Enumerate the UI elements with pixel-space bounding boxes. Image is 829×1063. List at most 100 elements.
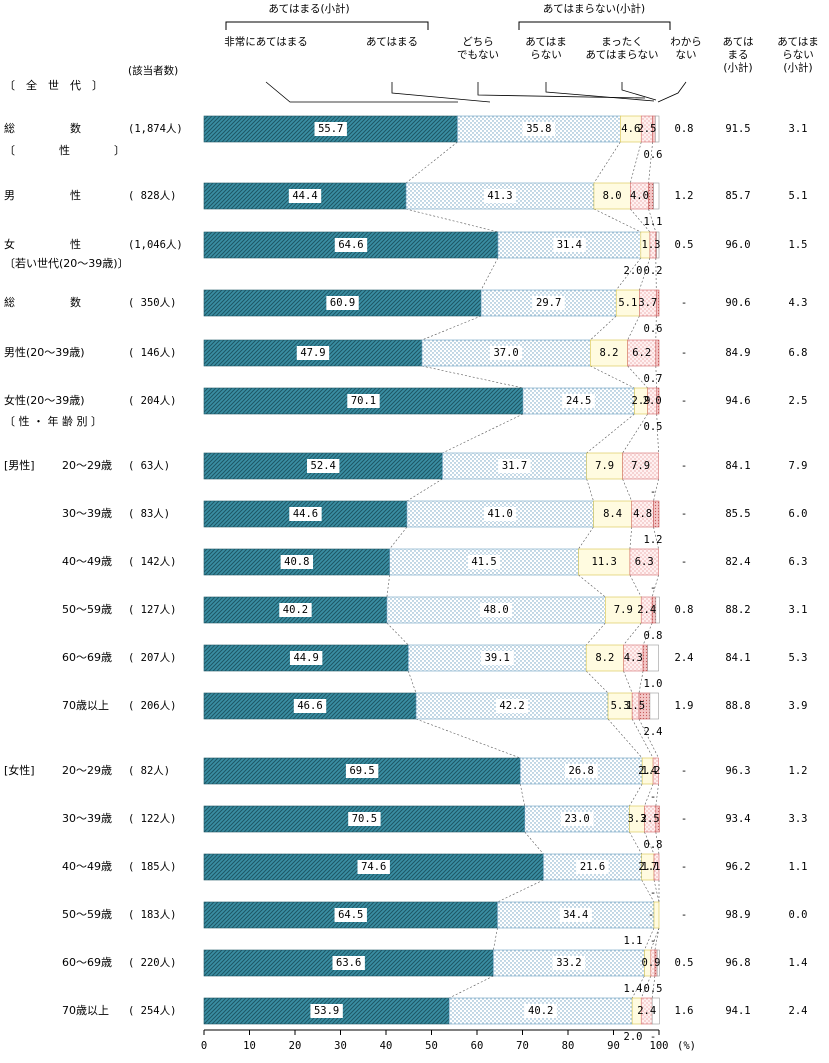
- sum-apply: 84.1: [725, 460, 750, 472]
- connector-line: [590, 365, 635, 389]
- sum-not-apply: 1.4: [789, 957, 808, 969]
- value-label: 44.4: [292, 190, 317, 202]
- value-label: -: [650, 486, 656, 498]
- value-label: 5.1: [618, 297, 637, 309]
- section-heading: 〔 性 ・ 年 齢 別 〕: [4, 414, 102, 428]
- legend-pointer-2: [391, 82, 491, 103]
- connector-line: [615, 257, 642, 291]
- value-label-bg: [498, 459, 531, 473]
- connector-line: [406, 478, 443, 502]
- value-label: -: [650, 1031, 656, 1043]
- row-label: 70歳以上: [62, 699, 109, 712]
- sub-col-apply-header: まる: [728, 49, 749, 61]
- connector-line: [408, 670, 417, 694]
- connector-line: [648, 141, 653, 184]
- value-label: 41.3: [487, 190, 512, 202]
- value-label: 2.0: [624, 1031, 643, 1043]
- row-label: 総 数: [4, 121, 81, 135]
- row-label: 20～29歳: [62, 764, 112, 777]
- sum-apply: 85.7: [725, 190, 750, 202]
- x-tick-label: 80: [562, 1040, 575, 1052]
- value-label: 53.9: [314, 1005, 339, 1017]
- row-count: ( 207人): [128, 652, 176, 664]
- value-label-bg: [334, 238, 368, 252]
- bar-segment-5: [642, 644, 648, 672]
- bar-segment-6: [651, 997, 660, 1025]
- header-group-apply: あてはまる(小計): [268, 2, 349, 15]
- sum-apply: 96.8: [725, 957, 750, 969]
- value-label-bg: [347, 394, 380, 408]
- value-label-bg: [310, 1004, 343, 1018]
- value-label: 31.7: [502, 460, 527, 472]
- sum-apply: 82.4: [725, 556, 750, 568]
- row-label: 男性(20～39歳): [4, 345, 85, 359]
- value-label: -: [681, 813, 687, 825]
- value-label-bg: [553, 238, 586, 252]
- value-label-bg: [564, 764, 598, 778]
- sum-apply: 88.2: [725, 604, 750, 616]
- value-label-bg: [326, 296, 359, 310]
- value-label: 29.7: [536, 297, 561, 309]
- row-count: ( 142人): [128, 556, 176, 568]
- bar-segment-5: [648, 182, 654, 210]
- value-label: 48.0: [483, 604, 508, 616]
- value-label: 69.5: [349, 765, 374, 777]
- sum-not-apply: 3.1: [789, 123, 808, 135]
- value-label-bg: [479, 603, 513, 617]
- connector-line: [627, 365, 648, 389]
- value-label-bg: [296, 346, 330, 360]
- connector-line: [593, 141, 621, 184]
- sum-not-apply: 2.5: [789, 395, 808, 407]
- value-label-bg: [483, 189, 517, 203]
- value-label: 2.4: [637, 604, 656, 616]
- bar-segment-5: [655, 805, 660, 833]
- value-label: 8.4: [603, 508, 622, 520]
- value-label: 1.4: [624, 983, 643, 995]
- bar-segment-4: [653, 853, 660, 881]
- connector-line: [629, 831, 642, 855]
- sum-not-apply: 0.0: [789, 909, 808, 921]
- sum-apply: 84.1: [725, 652, 750, 664]
- row-count: ( 185人): [128, 861, 176, 873]
- sum-apply: 84.9: [725, 347, 750, 359]
- value-label-bg: [348, 812, 381, 826]
- bar-segment-6: [653, 182, 660, 210]
- value-label: 64.6: [338, 239, 363, 251]
- x-tick-label: 10: [243, 1040, 256, 1052]
- value-label: 35.8: [526, 123, 551, 135]
- sub-col-not-header: あてはま: [777, 36, 819, 48]
- value-label: 46.6: [297, 700, 322, 712]
- sum-apply: 96.0: [725, 239, 750, 251]
- value-label: 1.2: [644, 534, 663, 546]
- value-label: 0.5: [675, 957, 694, 969]
- bar-segment-6: [647, 644, 659, 672]
- value-label: 1.6: [675, 1005, 694, 1017]
- value-label: 1.0: [644, 678, 663, 690]
- value-label-bg: [279, 603, 312, 617]
- bar-segment-3: [585, 644, 624, 672]
- row-label: 50～59歳: [62, 603, 112, 616]
- value-label: -: [681, 909, 687, 921]
- connector-line: [623, 622, 642, 646]
- row-count: ( 127人): [128, 604, 176, 616]
- value-label-bg: [289, 507, 322, 521]
- value-label: 0.8: [675, 604, 694, 616]
- row-label: 総 数: [4, 295, 81, 309]
- connector-line: [629, 526, 632, 550]
- connector-line: [627, 315, 640, 341]
- value-label: 0.5: [644, 983, 663, 995]
- value-label: 0.2: [644, 265, 663, 277]
- value-label: 2.9: [632, 395, 651, 407]
- sum-apply: 93.4: [725, 813, 750, 825]
- legend-label-5: まったく: [601, 36, 643, 48]
- row-count: ( 146人): [128, 347, 176, 359]
- value-label: 7.9: [595, 460, 614, 472]
- sum-not-apply: 3.9: [789, 700, 808, 712]
- group-label: [男性]: [4, 458, 35, 472]
- x-tick-label: 0: [201, 1040, 207, 1052]
- bar-segment-5: [655, 339, 660, 367]
- value-label: 70.1: [351, 395, 376, 407]
- value-label: 6.3: [635, 556, 654, 568]
- legend-label-1: 非常にあてはまる: [224, 35, 308, 48]
